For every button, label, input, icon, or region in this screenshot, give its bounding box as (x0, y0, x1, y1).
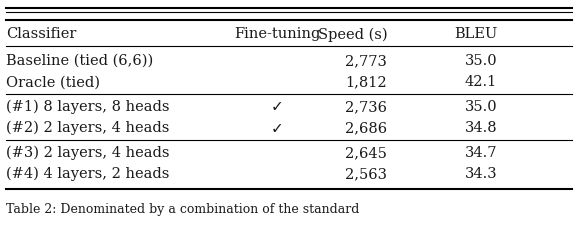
Text: (#2) 2 layers, 4 heads: (#2) 2 layers, 4 heads (6, 120, 169, 135)
Text: Baseline (tied (6,6)): Baseline (tied (6,6)) (6, 54, 153, 68)
Text: Fine-tuning: Fine-tuning (234, 27, 321, 41)
Text: BLEU: BLEU (454, 27, 497, 41)
Text: 2,645: 2,645 (346, 145, 387, 159)
Text: 35.0: 35.0 (465, 100, 497, 113)
Text: ✓: ✓ (271, 120, 284, 135)
Text: Oracle (tied): Oracle (tied) (6, 75, 100, 89)
Text: 2,686: 2,686 (345, 121, 387, 135)
Text: 2,736: 2,736 (345, 100, 387, 113)
Text: 42.1: 42.1 (465, 75, 497, 89)
Text: (#1) 8 layers, 8 heads: (#1) 8 layers, 8 heads (6, 99, 169, 114)
Text: 34.3: 34.3 (465, 166, 497, 180)
Text: (#4) 4 layers, 2 heads: (#4) 4 layers, 2 heads (6, 166, 169, 181)
Text: (#3) 2 layers, 4 heads: (#3) 2 layers, 4 heads (6, 145, 169, 160)
Text: 2,563: 2,563 (345, 166, 387, 180)
Text: 1,812: 1,812 (346, 75, 387, 89)
Text: 2,773: 2,773 (346, 54, 387, 68)
Text: 34.7: 34.7 (465, 145, 497, 159)
Text: Classifier: Classifier (6, 27, 76, 41)
Text: ✓: ✓ (271, 99, 284, 114)
Text: 35.0: 35.0 (465, 54, 497, 68)
Text: 34.8: 34.8 (465, 121, 497, 135)
Text: Table 2: Denominated by a combination of the standard: Table 2: Denominated by a combination of… (6, 202, 359, 215)
Text: Speed (s): Speed (s) (318, 27, 387, 41)
